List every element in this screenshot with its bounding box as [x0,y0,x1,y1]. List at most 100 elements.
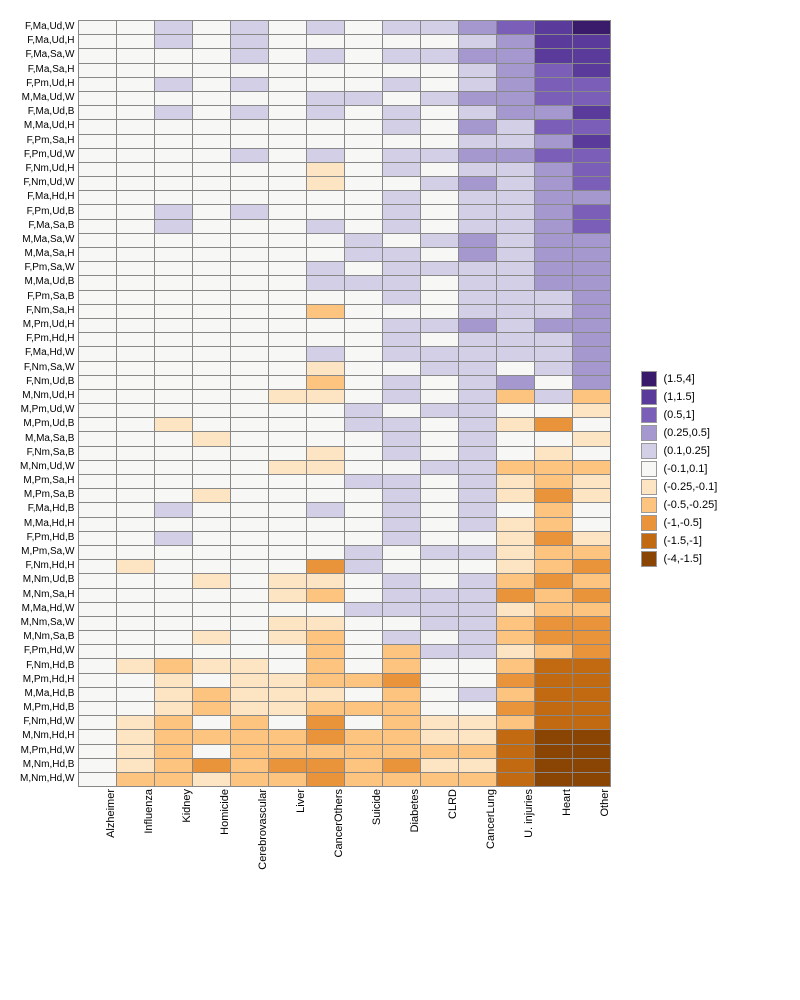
heatmap-cell [155,49,193,63]
heatmap-cell [383,21,421,35]
heatmap-cell [193,149,231,163]
heatmap-cell [193,447,231,461]
heatmap-cell [155,376,193,390]
heatmap-cell [193,234,231,248]
heatmap-cell [307,730,345,744]
heatmap-cell [193,617,231,631]
heatmap-cell [459,376,497,390]
legend-swatch [641,533,657,549]
heatmap-cell [269,191,307,205]
x-tick-label: Alzheimer [105,789,117,838]
heatmap-cell [535,276,573,290]
heatmap-cell [383,603,421,617]
heatmap-cell [307,532,345,546]
y-tick-label: F,Nm,Sa,H [26,304,78,318]
heatmap-cell [155,418,193,432]
heatmap-cell [535,106,573,120]
heatmap-cell [79,560,117,574]
y-tick-label: M,Nm,Hd,W [20,772,78,786]
heatmap-cell [535,49,573,63]
legend-item: (-1,-0.5] [641,514,717,532]
y-tick-label: M,Nm,Ud,H [22,389,78,403]
heatmap-cell [459,64,497,78]
y-tick-label: M,Ma,Ud,W [22,91,79,105]
heatmap-cell [155,432,193,446]
heatmap-cell [573,475,611,489]
heatmap-cell [79,745,117,759]
heatmap-cell [193,688,231,702]
heatmap-cell [269,305,307,319]
heatmap-cell [535,177,573,191]
heatmap-cell [193,418,231,432]
heatmap-cell [421,617,459,631]
heatmap-cell [459,603,497,617]
heatmap-cell [79,730,117,744]
heatmap-cell [79,220,117,234]
heatmap-cell [459,674,497,688]
heatmap-cell [79,262,117,276]
heatmap-cell [497,347,535,361]
heatmap-grid [78,20,611,787]
heatmap-cell [231,49,269,63]
heatmap-cell [307,319,345,333]
heatmap-cell [459,461,497,475]
heatmap-cell [421,362,459,376]
heatmap-cell [459,745,497,759]
heatmap-cell [497,560,535,574]
heatmap-cell [117,475,155,489]
y-tick-label: F,Ma,Sa,H [28,63,79,77]
heatmap-cell [497,688,535,702]
heatmap-cell [497,546,535,560]
heatmap-cell [345,759,383,773]
heatmap-cell [117,730,155,744]
heatmap-cell [497,333,535,347]
heatmap-cell [421,631,459,645]
heatmap-cell [79,347,117,361]
heatmap-cell [497,376,535,390]
heatmap-cell [231,149,269,163]
legend-label: (-0.25,-0.1] [663,481,717,493]
heatmap-cell [79,376,117,390]
heatmap-cell [155,688,193,702]
heatmap-cell [307,546,345,560]
heatmap-cell [155,120,193,134]
heatmap-cell [231,362,269,376]
heatmap-cell [231,773,269,787]
y-tick-label: F,Ma,Ud,W [25,20,78,34]
heatmap-cell [117,503,155,517]
heatmap-cell [345,347,383,361]
heatmap-cell [117,319,155,333]
heatmap-cell [459,92,497,106]
heatmap-cell [193,674,231,688]
heatmap-cell [307,248,345,262]
heatmap-cell [193,163,231,177]
heatmap-cell [383,291,421,305]
legend-item: (-0.1,0.1] [641,460,717,478]
heatmap-cell [193,362,231,376]
heatmap-cell [535,220,573,234]
heatmap-cell [155,489,193,503]
heatmap-cell [459,716,497,730]
heatmap-cell [535,730,573,744]
heatmap-cell [383,319,421,333]
heatmap-cell [497,432,535,446]
heatmap-cell [383,106,421,120]
heatmap-cell [345,702,383,716]
y-axis-labels: F,Ma,Ud,WF,Ma,Ud,HF,Ma,Sa,WF,Ma,Sa,HF,Pm… [20,20,78,787]
heatmap-cell [573,64,611,78]
legend-label: (0.1,0.25] [663,445,709,457]
heatmap-cell [421,560,459,574]
heatmap-cell [497,262,535,276]
heatmap-cell [497,191,535,205]
heatmap-cell [231,78,269,92]
heatmap-cell [383,589,421,603]
heatmap-cell [269,291,307,305]
heatmap-cell [117,120,155,134]
heatmap-cell [497,461,535,475]
heatmap-cell [269,589,307,603]
heatmap-cell [231,447,269,461]
heatmap-cell [231,475,269,489]
heatmap-cell [117,234,155,248]
heatmap-cell [497,149,535,163]
heatmap-cell [231,603,269,617]
